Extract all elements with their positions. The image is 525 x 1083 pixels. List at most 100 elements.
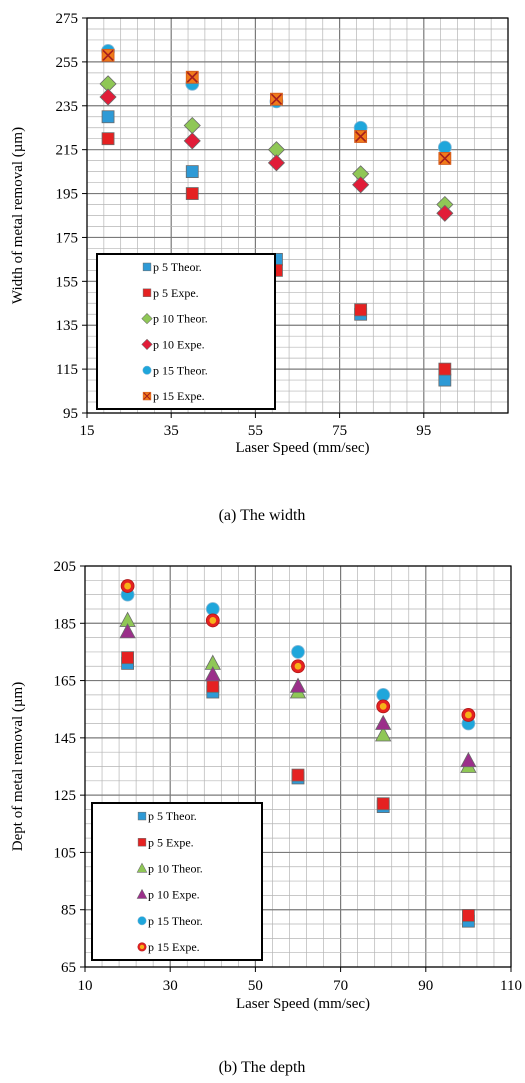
y-tick-label: 185	[54, 616, 77, 632]
legend-marker	[142, 365, 152, 375]
data-point	[354, 130, 368, 143]
data-point	[375, 726, 392, 742]
legend-marker-shape	[141, 338, 153, 350]
y-tick-label: 115	[56, 362, 78, 378]
data-point	[352, 176, 370, 194]
legend-label: p 5 Expe.	[148, 835, 194, 849]
data-point-cross	[355, 130, 367, 143]
legend-marker-shape	[142, 365, 152, 375]
data-point	[205, 613, 220, 628]
data-point	[436, 204, 454, 222]
legend-label: p 15 Theor.	[148, 914, 203, 928]
data-point	[185, 70, 199, 84]
y-tick-label: 235	[56, 99, 79, 115]
series-3	[119, 623, 477, 768]
data-point	[291, 645, 305, 659]
data-point	[460, 751, 477, 768]
y-tick-label: 105	[54, 845, 77, 861]
plot-border	[86, 17, 509, 414]
legend-label: p 10 Theor.	[153, 312, 208, 326]
data-point-cross	[102, 49, 114, 61]
y-tick-label: 175	[56, 230, 79, 246]
data-points	[119, 579, 477, 928]
series-1	[121, 651, 475, 922]
ticks: 10 30 50 70 90 110 65 85 105 125 145 165 185 205	[54, 559, 522, 994]
y-tick-label: 155	[56, 274, 79, 290]
legend: p 5 Theor. p 5 Expe. p 10 Theor. p 10 Expe.…	[96, 253, 276, 410]
legend-marker	[137, 811, 147, 821]
x-tick-label: 75	[332, 423, 347, 439]
y-tick-label: 145	[54, 731, 77, 747]
data-point	[205, 602, 220, 616]
data-point	[461, 708, 476, 722]
y-tick-label: 125	[54, 788, 77, 804]
data-point-dot	[294, 662, 302, 670]
legend-label: p 5 Theor.	[148, 809, 197, 823]
y-tick-label: 135	[56, 318, 79, 334]
legend-label: p 15 Theor.	[153, 363, 208, 377]
data-point	[185, 165, 199, 179]
legend-marker-shape	[141, 313, 153, 325]
legend-marker-shape	[137, 916, 147, 926]
legend-marker-shape	[136, 862, 148, 873]
legend-marker	[141, 338, 153, 350]
legend-marker-shape	[136, 888, 148, 899]
data-point	[204, 665, 221, 682]
y-axis-title: Dept of metal removal (µm)	[10, 682, 26, 851]
data-point	[291, 659, 305, 674]
data-point	[438, 362, 452, 376]
legend-marker-shape-dot	[139, 944, 145, 950]
y-tick-label: 195	[56, 187, 79, 203]
data-point	[270, 92, 283, 106]
y-tick-label: 255	[56, 55, 79, 71]
x-tick-label: 90	[418, 978, 433, 994]
data-point	[101, 48, 115, 62]
x-tick-label: 110	[500, 978, 522, 994]
series-1	[101, 132, 452, 376]
data-point	[289, 677, 307, 693]
legend-marker-shape	[137, 811, 147, 821]
data-point	[438, 373, 452, 387]
legend-label: p 10 Expe.	[148, 888, 200, 902]
data-point	[376, 699, 391, 714]
data-points	[99, 44, 454, 387]
data-point	[438, 152, 452, 165]
legend-marker	[142, 391, 152, 401]
data-point	[376, 797, 390, 811]
data-point	[99, 88, 117, 106]
legend-label: p 15 Expe.	[148, 940, 200, 954]
x-tick-label: 70	[333, 978, 348, 994]
data-point-dot	[379, 702, 387, 710]
legend-label: p 15 Expe.	[153, 389, 205, 403]
legend-marker-shape	[142, 262, 152, 272]
legend: p 5 Theor. p 5 Expe. p 10 Theor. p 10 Expe.…	[91, 802, 263, 961]
legend-label: p 5 Theor.	[153, 260, 202, 274]
x-tick-label: 35	[164, 423, 179, 439]
x-axis-title: Laser Speed (mm/sec)	[235, 440, 369, 456]
x-tick-label: 95	[416, 423, 431, 439]
legend-marker-shape	[142, 288, 152, 297]
legend-label: p 5 Expe.	[153, 286, 199, 300]
data-point	[291, 768, 305, 782]
legend-marker	[142, 262, 152, 272]
data-point	[185, 187, 199, 200]
legend-box	[96, 253, 276, 410]
legend-marker	[142, 288, 152, 297]
legend-label: p 10 Theor.	[148, 861, 203, 875]
legend-marker-shape	[137, 942, 147, 952]
data-point-cross	[270, 93, 283, 105]
x-tick-label: 15	[80, 423, 95, 439]
plot-border	[84, 565, 512, 968]
data-point	[120, 579, 135, 593]
legend-marker-shape	[142, 391, 152, 401]
ticks: 15 35 55 75 95 95 115 135 155 175 195 215 235 255 275	[56, 11, 432, 439]
figure-caption: (b) The depth	[219, 1059, 306, 1076]
data-point-dot	[209, 617, 217, 624]
legend-marker	[137, 942, 147, 952]
series-5	[101, 48, 452, 165]
data-point	[437, 140, 452, 155]
x-tick-label: 10	[78, 978, 93, 994]
data-point	[354, 303, 368, 317]
legend-marker	[137, 838, 147, 847]
